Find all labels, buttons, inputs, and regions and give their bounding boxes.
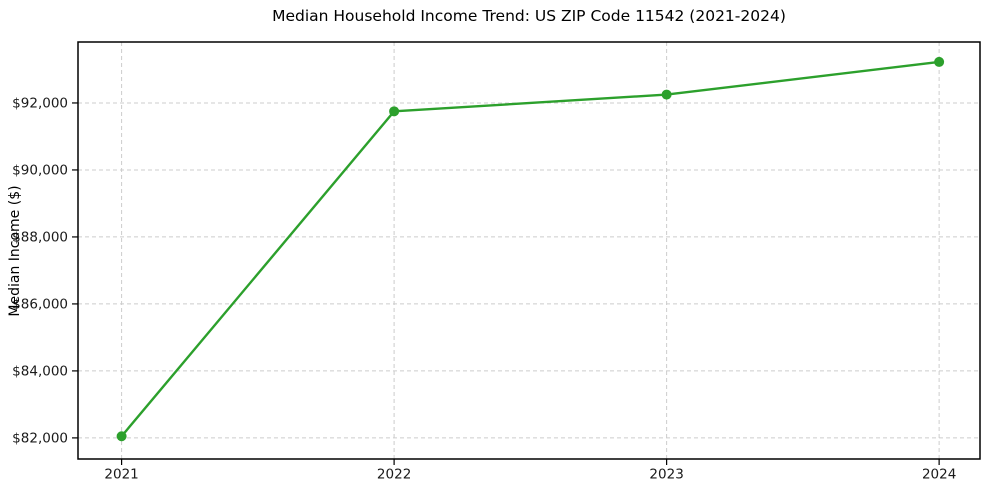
plot-border <box>77 41 981 460</box>
chart-title: Median Household Income Trend: US ZIP Co… <box>272 7 786 25</box>
y-tick-label: $90,000 <box>12 162 68 178</box>
y-tick-label: $88,000 <box>12 229 68 245</box>
y-tick-label: $92,000 <box>12 95 68 111</box>
y-tick-label: $82,000 <box>12 430 68 446</box>
series-line-median-household-income <box>120 60 941 438</box>
y-tick-label: $86,000 <box>12 296 68 312</box>
y-axis-title: Median Income ($) <box>7 185 23 317</box>
data-point-2024 <box>934 56 945 67</box>
x-tick-label: 2024 <box>922 467 956 483</box>
data-point-2023 <box>661 89 672 100</box>
x-tick-label: 2021 <box>104 467 138 483</box>
x-tick-label: 2022 <box>377 467 411 483</box>
data-point-2021 <box>116 431 127 442</box>
y-tick-label: $84,000 <box>12 363 68 379</box>
data-point-2022 <box>389 106 400 117</box>
x-tick-label: 2023 <box>649 467 683 483</box>
